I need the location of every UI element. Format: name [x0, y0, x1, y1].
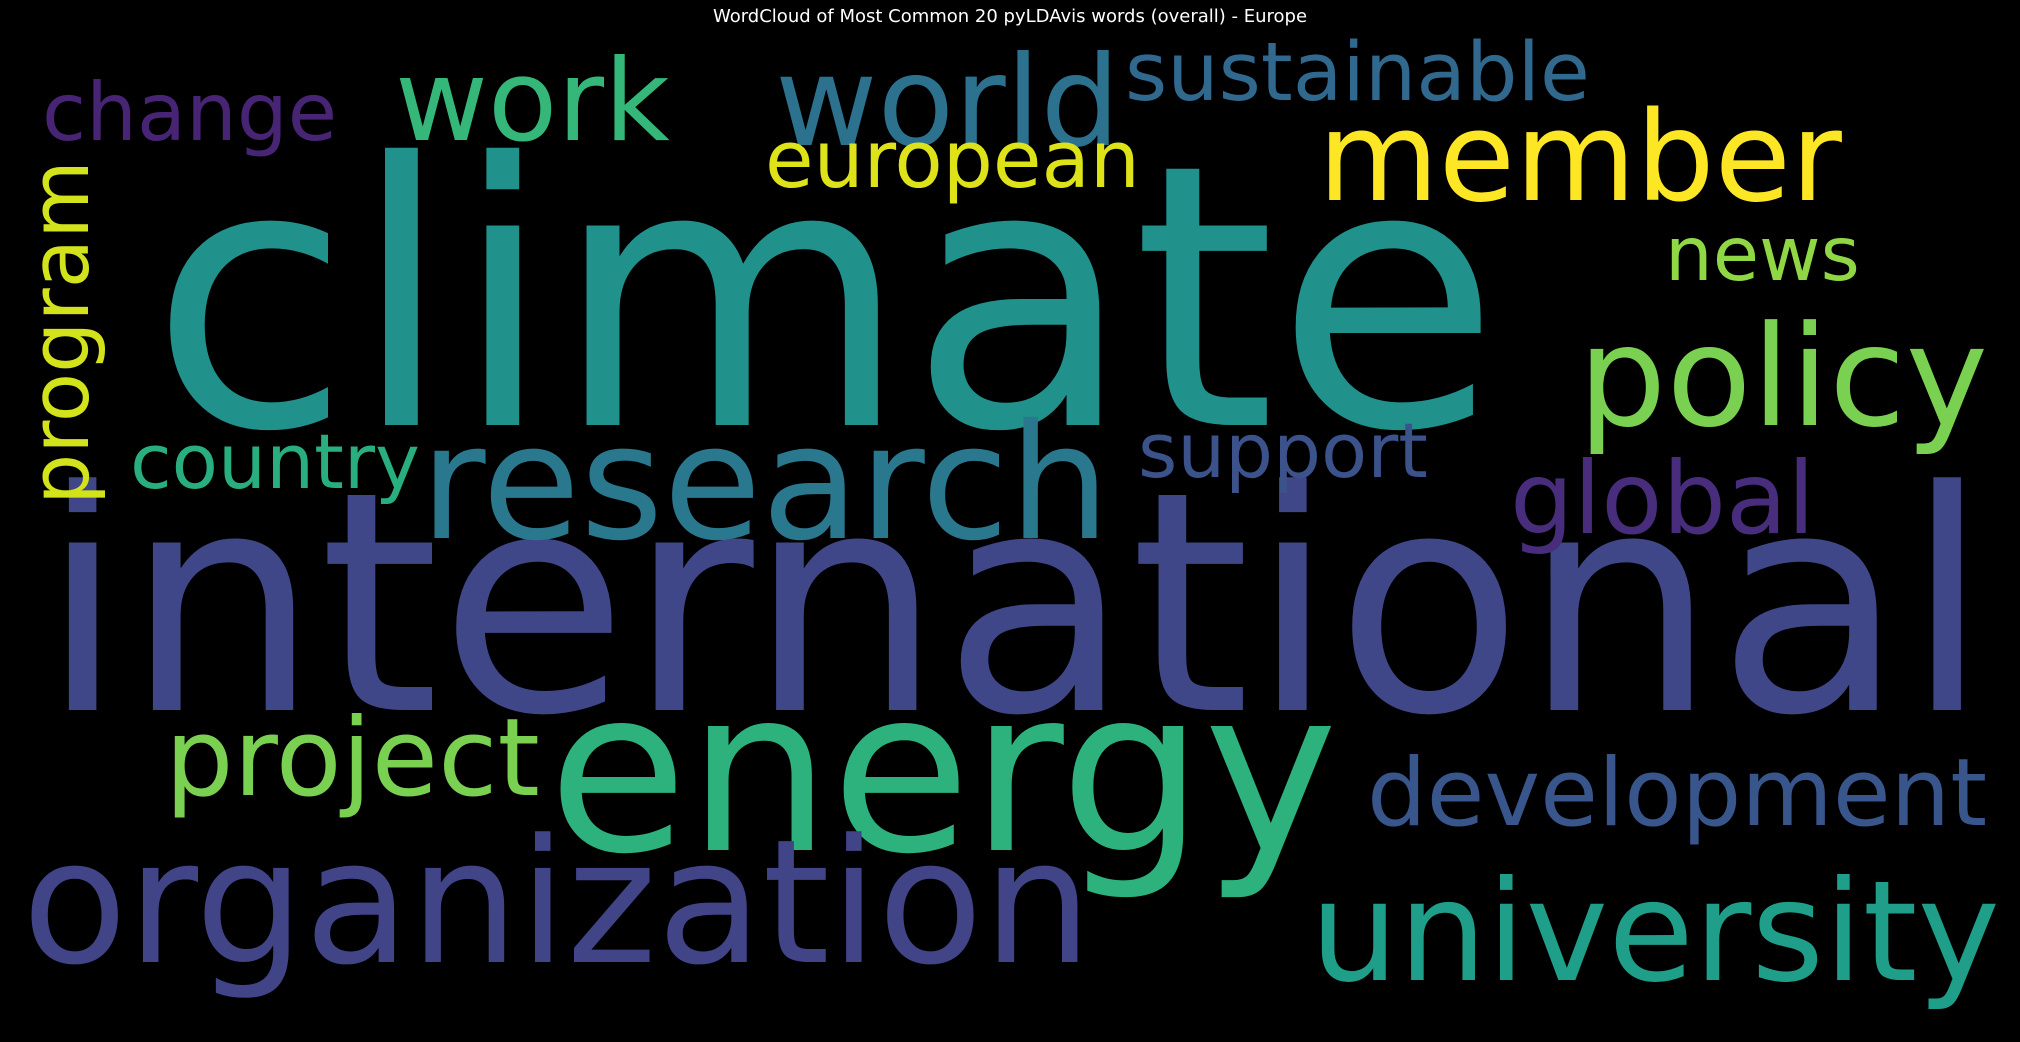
word-news: news — [1665, 210, 1860, 298]
word-research: research — [420, 390, 1110, 576]
chart-title: WordCloud of Most Common 20 pyLDAvis wor… — [712, 6, 1308, 27]
word-world: world — [775, 29, 1120, 175]
word-sustainable: sustainable — [1125, 26, 1590, 120]
word-energy: energy — [548, 641, 1338, 904]
word-development: development — [1367, 739, 1987, 848]
word-policy: policy — [1578, 296, 1988, 458]
word-organization: organization — [22, 802, 1092, 1003]
word-change: change — [42, 66, 337, 159]
word-work: work — [395, 35, 670, 167]
word-university: university — [1310, 851, 2000, 1013]
word-climate: climate — [150, 87, 1500, 512]
word-program: program — [14, 160, 108, 505]
word-country: country — [130, 418, 420, 506]
word-project: project — [165, 696, 540, 821]
word-global: global — [1510, 440, 1815, 557]
word-member: member — [1318, 86, 1842, 230]
word-support: support — [1138, 407, 1428, 495]
word-international: international — [40, 427, 1990, 783]
word-european: european — [765, 114, 1140, 206]
